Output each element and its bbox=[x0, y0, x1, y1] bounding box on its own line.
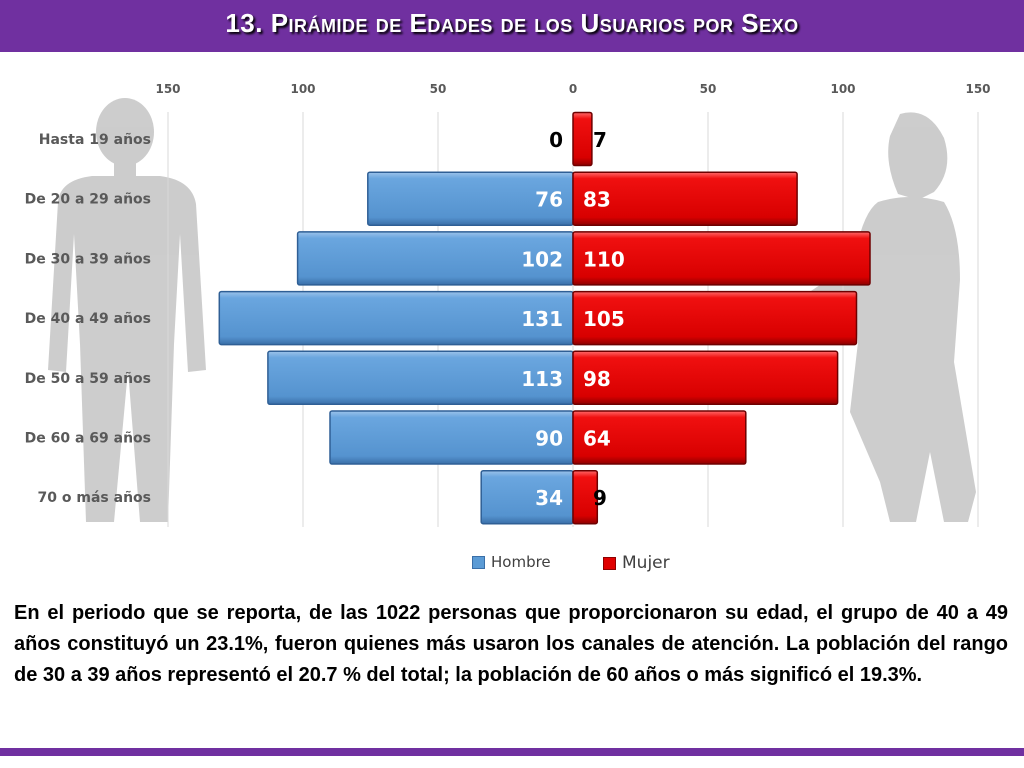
category-label: De 40 a 49 años bbox=[25, 311, 151, 327]
x-axis-ticks: 150 100 50 0 50 100 150 bbox=[155, 82, 990, 96]
pyramid-chart: 150 100 50 0 50 100 150 Hasta 19 años De 20 a 2… bbox=[25, 82, 991, 527]
legend-swatch-hombre bbox=[472, 555, 485, 569]
x-tick-label: 150 bbox=[155, 82, 180, 96]
category-label: De 60 a 69 años bbox=[25, 431, 151, 447]
bar-mujer bbox=[572, 469, 599, 525]
category-label: 70 o más años bbox=[38, 490, 151, 506]
bottom-bar bbox=[0, 748, 1024, 756]
category-label: De 30 a 39 años bbox=[25, 251, 151, 267]
category-label: Hasta 19 años bbox=[39, 132, 151, 148]
legend-swatch-mujer bbox=[603, 556, 616, 570]
x-tick-label: 100 bbox=[290, 82, 315, 96]
data-label-mujer: 105 bbox=[583, 307, 625, 331]
category-label: De 20 a 29 años bbox=[25, 192, 151, 208]
legend-item-hombre: Hombre bbox=[472, 553, 551, 571]
title-bar bbox=[0, 0, 1024, 52]
chart-legend: Hombre Mujer bbox=[0, 553, 1024, 577]
category-axis: Hasta 19 años De 20 a 29 años De 30 a 39 a… bbox=[25, 132, 151, 506]
data-label-hombre: 102 bbox=[521, 247, 563, 271]
bar-mujer bbox=[572, 111, 593, 167]
data-label-mujer: 9 bbox=[593, 486, 607, 510]
data-label-hombre: 76 bbox=[535, 188, 563, 212]
x-tick-label: 150 bbox=[965, 82, 990, 96]
bar-mujer bbox=[572, 231, 871, 286]
x-tick-label: 50 bbox=[430, 82, 447, 96]
legend-label-mujer: Mujer bbox=[622, 553, 670, 573]
legend-item-mujer: Mujer bbox=[603, 553, 670, 573]
male-silhouette-icon bbox=[48, 98, 206, 522]
data-label-mujer: 110 bbox=[583, 247, 625, 271]
data-label-mujer: 83 bbox=[583, 188, 611, 212]
bar-mujer bbox=[572, 290, 858, 346]
data-label-mujer: 64 bbox=[583, 427, 611, 451]
bars bbox=[218, 111, 871, 525]
category-label: De 50 a 59 años bbox=[25, 371, 151, 387]
legend-label-hombre: Hombre bbox=[491, 553, 551, 571]
x-tick-label: 100 bbox=[830, 82, 855, 96]
bar-hombre bbox=[218, 290, 574, 346]
summary-paragraph: En el periodo que se reporta, de las 102… bbox=[14, 602, 1008, 686]
data-label-mujer: 98 bbox=[583, 367, 611, 391]
data-label-hombre: 34 bbox=[535, 486, 563, 510]
data-label-hombre: 131 bbox=[521, 307, 563, 331]
data-label-hombre: 0 bbox=[549, 128, 563, 152]
x-tick-label: 0 bbox=[569, 82, 577, 96]
data-label-mujer: 7 bbox=[593, 128, 607, 152]
bar-mujer bbox=[572, 350, 839, 406]
data-label-hombre: 90 bbox=[535, 427, 563, 451]
data-label-hombre: 113 bbox=[521, 367, 563, 391]
x-tick-label: 50 bbox=[700, 82, 717, 96]
bar-mujer bbox=[572, 171, 798, 226]
bar-mujer bbox=[572, 410, 747, 465]
slide-title: 13. Pirámide de Edades de los Usuarios p… bbox=[225, 8, 799, 38]
data-labels: 0 7 76 83 102 110 131 105 113 98 90 64 34 9 bbox=[521, 128, 625, 510]
